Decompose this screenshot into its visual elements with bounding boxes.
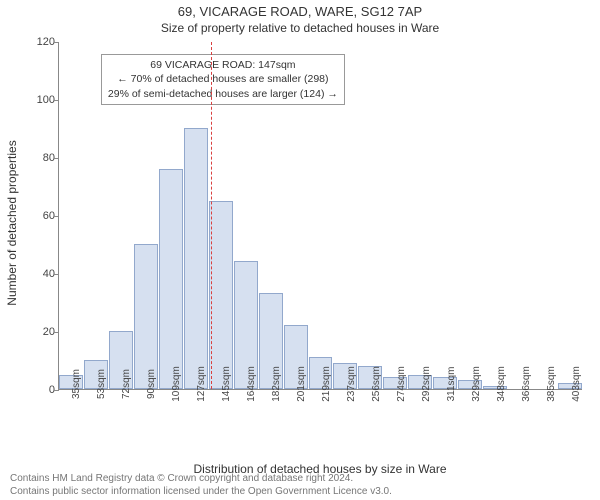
x-tick-label: 35sqm xyxy=(71,369,82,399)
x-tick-label: 292sqm xyxy=(421,366,432,402)
plot-area: 69 VICARAGE ROAD: 147sqm← 70% of detache… xyxy=(58,42,582,390)
page-title: 69, VICARAGE ROAD, WARE, SG12 7AP xyxy=(0,0,600,19)
y-tick-mark xyxy=(54,390,59,391)
x-tick-label: 366sqm xyxy=(521,366,532,402)
y-tick-label: 120 xyxy=(27,36,55,48)
histogram-bar xyxy=(184,128,208,389)
y-tick-label: 20 xyxy=(27,326,55,338)
x-tick-label: 329sqm xyxy=(471,366,482,402)
x-tick-label: 403sqm xyxy=(571,366,582,402)
x-tick-label: 274sqm xyxy=(396,366,407,402)
annotation-line: 69 VICARAGE ROAD: 147sqm xyxy=(108,58,338,72)
y-tick-mark xyxy=(54,332,59,333)
y-tick-mark xyxy=(54,42,59,43)
y-tick-mark xyxy=(54,100,59,101)
x-tick-label: 127sqm xyxy=(196,366,207,402)
chart-container: Number of detached properties 69 VICARAG… xyxy=(58,42,582,420)
x-tick-label: 90sqm xyxy=(146,369,157,399)
histogram-bar xyxy=(209,201,233,390)
annotation-line: 29% of semi-detached houses are larger (… xyxy=(108,87,338,101)
x-tick-label: 182sqm xyxy=(271,366,282,402)
x-tick-label: 164sqm xyxy=(246,366,257,402)
x-tick-label: 145sqm xyxy=(221,366,232,402)
x-tick-label: 219sqm xyxy=(321,366,332,402)
reference-line xyxy=(211,42,212,389)
annotation-box: 69 VICARAGE ROAD: 147sqm← 70% of detache… xyxy=(101,54,345,105)
x-tick-label: 53sqm xyxy=(96,369,107,399)
x-tick-label: 201sqm xyxy=(296,366,307,402)
page-subtitle: Size of property relative to detached ho… xyxy=(0,19,600,35)
y-tick-mark xyxy=(54,216,59,217)
histogram-bar xyxy=(134,244,158,389)
y-tick-mark xyxy=(54,158,59,159)
y-tick-mark xyxy=(54,274,59,275)
y-tick-label: 0 xyxy=(27,384,55,396)
x-tick-label: 256sqm xyxy=(371,366,382,402)
y-axis-label: Number of detached properties xyxy=(5,140,19,305)
y-tick-label: 100 xyxy=(27,94,55,106)
histogram-bar xyxy=(159,169,183,389)
y-tick-label: 80 xyxy=(27,152,55,164)
annotation-line: ← 70% of detached houses are smaller (29… xyxy=(108,72,338,86)
x-tick-label: 237sqm xyxy=(346,366,357,402)
x-tick-label: 385sqm xyxy=(546,366,557,402)
footer-line: Contains HM Land Registry data © Crown c… xyxy=(10,472,600,485)
y-tick-label: 40 xyxy=(27,268,55,280)
y-tick-label: 60 xyxy=(27,210,55,222)
footer-attribution: Contains HM Land Registry data © Crown c… xyxy=(0,472,600,498)
footer-line: Contains public sector information licen… xyxy=(10,485,600,498)
x-tick-label: 311sqm xyxy=(446,367,457,402)
x-tick-label: 72sqm xyxy=(121,369,132,399)
x-tick-label: 109sqm xyxy=(171,366,182,402)
x-tick-label: 348sqm xyxy=(496,366,507,402)
